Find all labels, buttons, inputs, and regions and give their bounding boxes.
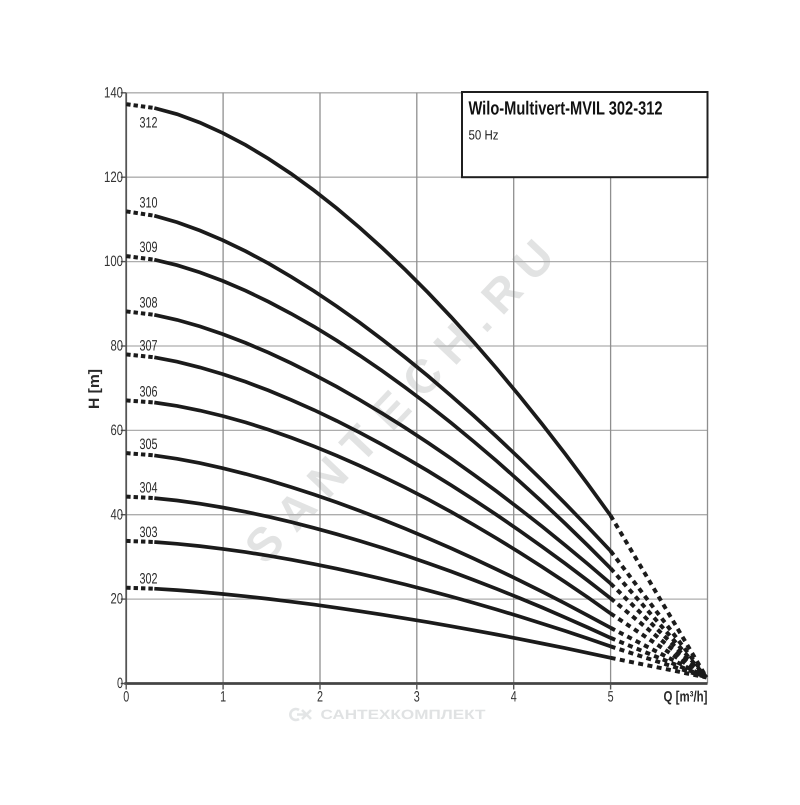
svg-text:100: 100 xyxy=(104,253,123,270)
svg-text:308: 308 xyxy=(140,294,158,311)
svg-text:Q [m³/h]: Q [m³/h] xyxy=(664,689,708,706)
svg-text:302: 302 xyxy=(140,571,158,588)
svg-text:H [m]: H [m] xyxy=(86,369,103,409)
svg-text:306: 306 xyxy=(140,383,158,400)
svg-text:140: 140 xyxy=(104,84,123,101)
svg-text:1: 1 xyxy=(220,689,226,706)
svg-text:305: 305 xyxy=(140,436,158,453)
svg-text:0: 0 xyxy=(123,689,129,706)
svg-text:309: 309 xyxy=(140,239,158,256)
svg-text:0: 0 xyxy=(117,675,123,692)
svg-text:20: 20 xyxy=(111,591,124,608)
svg-text:50 Hz: 50 Hz xyxy=(469,128,499,143)
svg-text:120: 120 xyxy=(104,169,123,186)
svg-text:307: 307 xyxy=(140,337,158,354)
svg-text:4: 4 xyxy=(511,689,517,706)
svg-text:Wilo-Multivert-MVIL 302-312: Wilo-Multivert-MVIL 302-312 xyxy=(469,99,663,120)
svg-text:80: 80 xyxy=(111,338,124,355)
svg-text:304: 304 xyxy=(140,480,158,497)
svg-text:303: 303 xyxy=(140,524,158,541)
svg-text:2: 2 xyxy=(317,689,323,706)
svg-text:3: 3 xyxy=(414,689,420,706)
svg-text:40: 40 xyxy=(111,506,124,523)
svg-text:САНТЕХКОМПЛЕКТ: САНТЕХКОМПЛЕКТ xyxy=(321,707,487,722)
svg-text:60: 60 xyxy=(111,422,124,439)
svg-text:312: 312 xyxy=(140,115,158,132)
svg-text:5: 5 xyxy=(608,689,614,706)
svg-text:310: 310 xyxy=(140,194,158,211)
